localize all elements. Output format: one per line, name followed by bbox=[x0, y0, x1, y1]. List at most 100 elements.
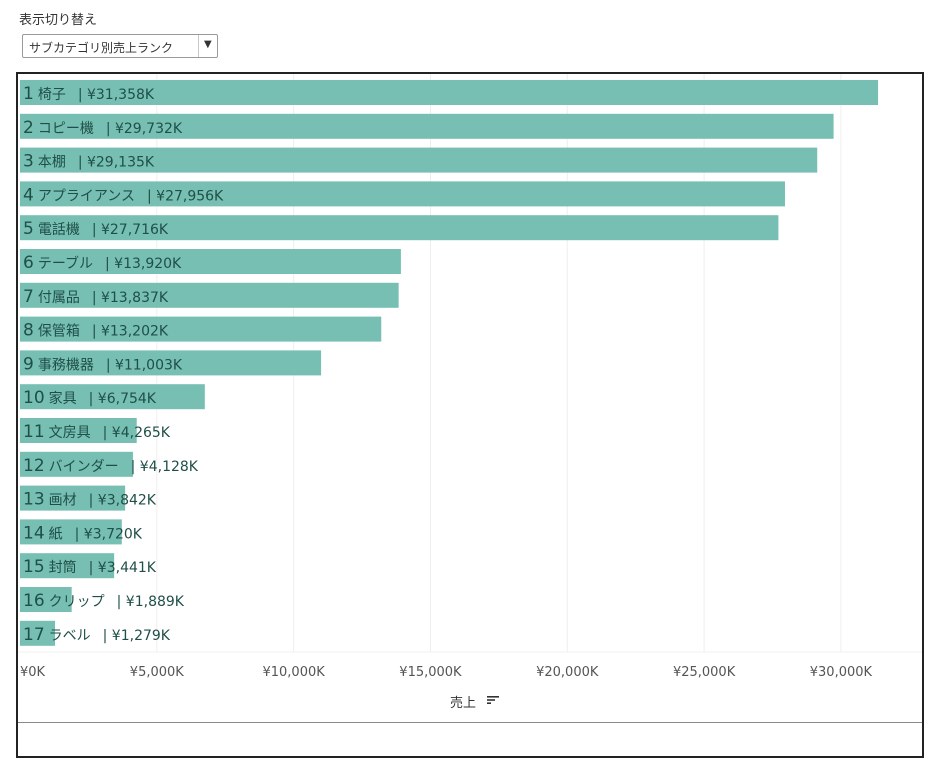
bar bbox=[20, 282, 399, 308]
bar-category: 事務機器 bbox=[38, 357, 94, 373]
bar-value-label: | ¥1,889K bbox=[117, 594, 185, 610]
bar-rank: 17 bbox=[23, 625, 45, 645]
bar-rank: 4 bbox=[23, 185, 34, 205]
bar-category: 文房具 bbox=[49, 425, 91, 441]
bar-value-label: | ¥3,842K bbox=[89, 493, 157, 509]
bar-rank: 9 bbox=[23, 354, 34, 374]
bar-category: 本棚 bbox=[38, 155, 66, 171]
x-tick-label: ¥25,000K bbox=[673, 665, 736, 680]
chevron-down-icon[interactable]: ▼ bbox=[204, 39, 212, 50]
bar-rank: 5 bbox=[23, 219, 34, 239]
bar-category: 紙 bbox=[49, 526, 63, 542]
x-axis: ¥0K ¥5,000K ¥10,000K ¥15,000K ¥20,000K ¥25,00… bbox=[18, 651, 922, 711]
bar-value-label: | ¥29,732K bbox=[106, 121, 183, 137]
bar-label: 15 封筒 | ¥3,441K bbox=[23, 557, 157, 577]
bar-rank: 15 bbox=[23, 557, 45, 577]
bar bbox=[20, 249, 401, 274]
bar-rank: 2 bbox=[23, 118, 34, 138]
bar bbox=[20, 620, 55, 646]
bar-rank: 14 bbox=[23, 523, 45, 543]
bar-value-label: | ¥13,837K bbox=[92, 290, 169, 306]
x-tick-label: ¥0K bbox=[20, 665, 46, 680]
bar-rank: 6 bbox=[23, 253, 34, 273]
x-axis-title: 売上 bbox=[450, 695, 476, 711]
bar bbox=[20, 485, 126, 511]
bar bbox=[20, 519, 122, 545]
bar-category: ラベル bbox=[49, 628, 91, 644]
bar-category: 椅子 bbox=[38, 87, 66, 103]
bar-category: 保管箱 bbox=[38, 324, 80, 340]
bar-value-label: | ¥13,920K bbox=[105, 256, 182, 272]
bar-value-label: | ¥6,754K bbox=[89, 391, 157, 407]
x-tick-label: ¥15,000K bbox=[399, 665, 462, 680]
bar bbox=[20, 181, 785, 207]
sort-icon-line bbox=[487, 702, 491, 704]
bar bbox=[20, 350, 322, 376]
bar-value-label: | ¥27,956K bbox=[147, 188, 224, 204]
bar-label: 8 保管箱 | ¥13,202K bbox=[23, 321, 169, 341]
x-tick-label: ¥30,000K bbox=[810, 665, 873, 680]
sales-bar-chart: 1 椅子 | ¥31,358K 2 コピー機 | ¥29,732K 3 本棚 | ¥29,135… bbox=[18, 74, 922, 711]
sort-icon-line bbox=[487, 696, 499, 698]
x-tick-label: ¥10,000K bbox=[262, 665, 325, 680]
bar-category: 電話機 bbox=[38, 221, 80, 238]
bar bbox=[20, 587, 72, 612]
sort-icon-line bbox=[487, 699, 495, 701]
bar bbox=[20, 215, 779, 241]
bar-category: クリップ bbox=[49, 594, 105, 610]
chart-frame bbox=[16, 72, 924, 758]
bar-label: 16 クリップ | ¥1,889K bbox=[23, 591, 185, 611]
x-tick-label: ¥5,000K bbox=[130, 665, 184, 680]
bar-category: 封筒 bbox=[49, 559, 77, 576]
bar-label: 13 画材 | ¥3,842K bbox=[23, 490, 157, 510]
label-layer: 1 椅子 | ¥31,358K 2 コピー機 | ¥29,732K 3 本棚 | ¥29,135… bbox=[23, 84, 224, 645]
bar-category: コピー機 bbox=[38, 121, 94, 137]
bar-label: 3 本棚 | ¥29,135K bbox=[23, 152, 155, 172]
bar-category: 画材 bbox=[49, 493, 77, 509]
bar-label: 5 電話機 | ¥27,716K bbox=[23, 219, 169, 239]
bar-label: 6 テーブル | ¥13,920K bbox=[23, 253, 182, 273]
bar-rank: 1 bbox=[23, 84, 34, 104]
bar-category: 付属品 bbox=[38, 290, 80, 306]
view-switch-label: 表示切り替え bbox=[19, 13, 98, 28]
view-select[interactable]: サブカテゴリ別売上ランク ▼ bbox=[22, 34, 218, 58]
chart-frame-divider bbox=[18, 722, 922, 723]
bar bbox=[20, 384, 205, 410]
bar-rank: 7 bbox=[23, 287, 34, 307]
bar-label: 11 文房具 | ¥4,265K bbox=[23, 422, 171, 442]
bar-value-label: | ¥1,279K bbox=[103, 628, 171, 644]
bar-rank: 13 bbox=[23, 490, 45, 510]
bar-rank: 11 bbox=[23, 422, 45, 442]
view-select-value: サブカテゴリ別売上ランク bbox=[29, 41, 174, 55]
bar-value-label: | ¥4,265K bbox=[103, 425, 171, 441]
bar-value-label: | ¥11,003K bbox=[106, 357, 183, 373]
bar-value-label: | ¥4,128K bbox=[131, 459, 199, 475]
bar bbox=[20, 553, 115, 579]
bar-rank: 10 bbox=[23, 388, 45, 408]
bar-rank: 12 bbox=[23, 456, 45, 476]
bar-rank: 16 bbox=[23, 591, 45, 611]
bar bbox=[20, 451, 133, 477]
bar-layer bbox=[20, 80, 879, 646]
bar-value-label: | ¥27,716K bbox=[92, 222, 169, 238]
bar-rank: 8 bbox=[23, 321, 34, 341]
bar bbox=[20, 147, 818, 173]
bar-label: 4 アプライアンス | ¥27,956K bbox=[23, 185, 224, 205]
bar-value-label: | ¥29,135K bbox=[78, 155, 155, 171]
bar-label: 12 バインダー | ¥4,128K bbox=[23, 456, 199, 476]
bar-rank: 3 bbox=[23, 152, 34, 172]
bar-category: アプライアンス bbox=[38, 188, 135, 204]
bar bbox=[20, 316, 382, 342]
bar-label: 10 家具 | ¥6,754K bbox=[23, 388, 157, 408]
x-tick-label: ¥20,000K bbox=[536, 665, 599, 680]
bar-label: 2 コピー機 | ¥29,732K bbox=[23, 118, 183, 138]
bar-value-label: | ¥3,720K bbox=[75, 526, 143, 542]
bar-value-label: | ¥3,441K bbox=[89, 560, 157, 576]
bar-category: バインダー bbox=[49, 459, 119, 475]
bar bbox=[20, 418, 137, 443]
bar-category: テーブル bbox=[38, 255, 93, 272]
sort-descending-icon[interactable] bbox=[487, 696, 499, 704]
bar-category: 家具 bbox=[49, 390, 77, 407]
bar bbox=[20, 113, 834, 139]
bar-label: 9 事務機器 | ¥11,003K bbox=[23, 354, 183, 374]
